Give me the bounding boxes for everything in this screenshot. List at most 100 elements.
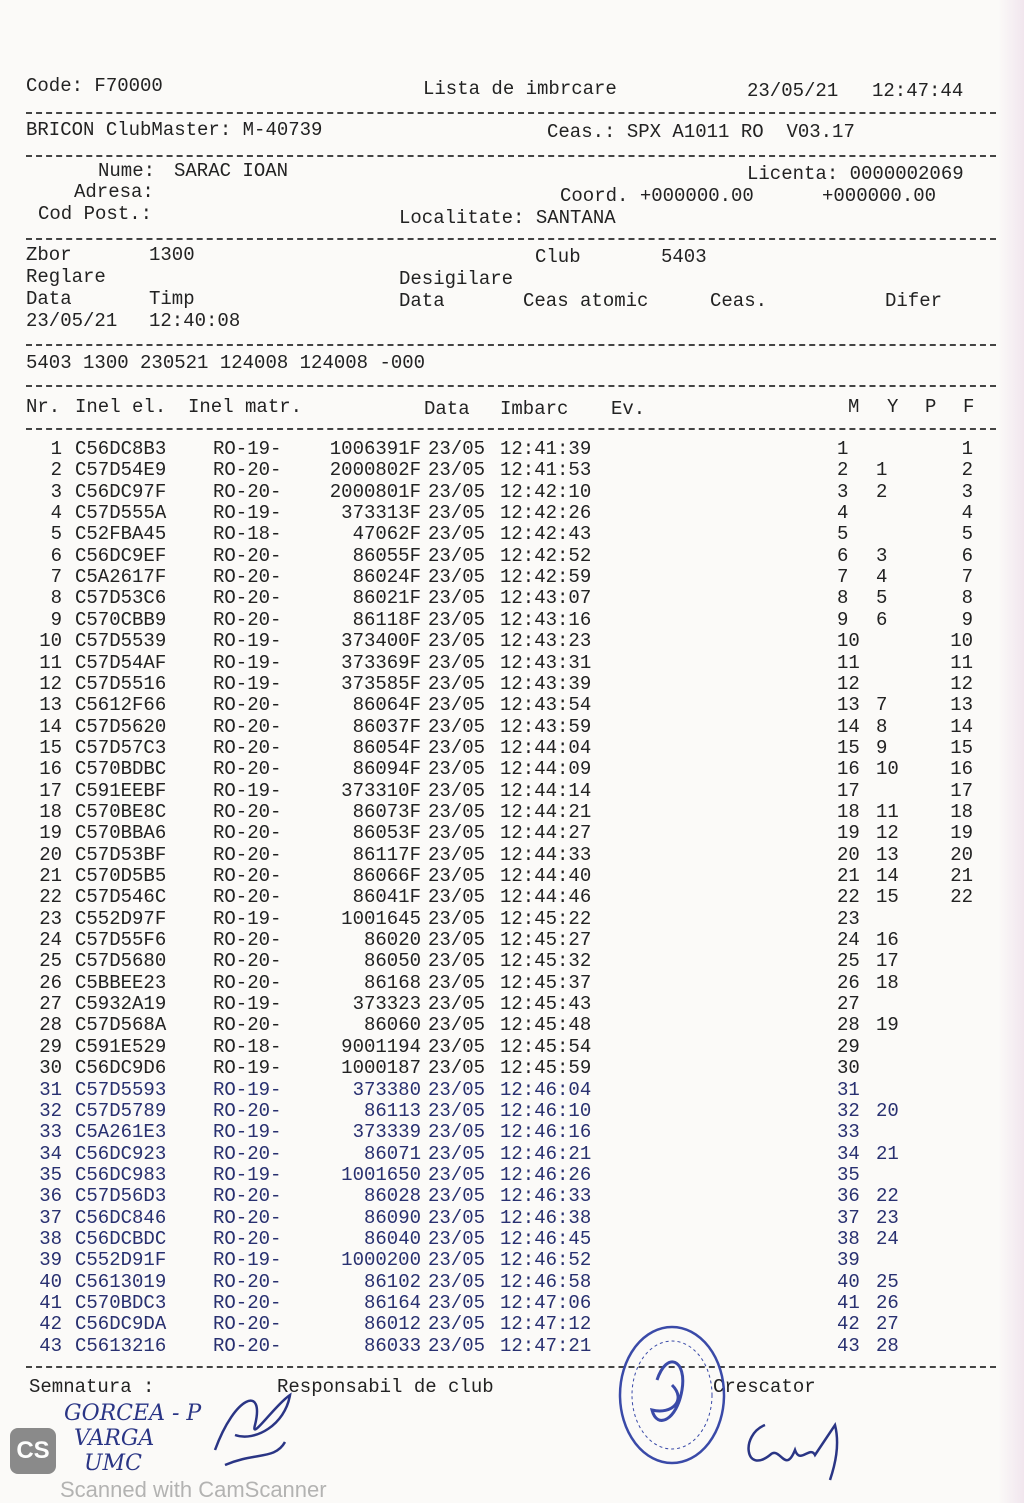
data: 23/05 [428, 971, 486, 994]
imbarc: 12:43:23 [500, 630, 592, 653]
imbarc: 12:47:12 [500, 1313, 592, 1336]
inel-matr: 86113 [363, 1099, 421, 1122]
data: 23/05 [428, 630, 486, 653]
row-nr: 20 [39, 843, 62, 866]
y-value: 24 [876, 1227, 899, 1250]
table-row: 18 C570BE8C RO-20- 86073F 23/05 12:44:21 18 11 1… [0, 800, 1024, 823]
m-value: 24 [837, 929, 860, 952]
row-nr: 34 [39, 1142, 62, 1165]
y-value: 11 [876, 800, 899, 823]
divider [26, 428, 996, 430]
inel-matr-prefix: RO-20- [213, 950, 282, 973]
table-row: 25 C57D5680 RO-20- 86050 23/05 12:45:32 25 17 [0, 951, 1024, 972]
data: 23/05 [428, 907, 486, 930]
f-value: 11 [950, 651, 973, 674]
data-label: Data [26, 288, 72, 310]
row-nr: 41 [39, 1292, 62, 1314]
inel-matr: 86040 [363, 1227, 421, 1250]
data: 23/05 [428, 1249, 486, 1272]
inel-matr: 86060 [363, 1014, 421, 1037]
table-row: 23 C552D97F RO-19- 1001645 23/05 12:45:22 23 [0, 907, 1024, 930]
row-nr: 35 [39, 1163, 62, 1186]
inel-matr-prefix: RO-20- [213, 694, 282, 717]
club-stamp [618, 1325, 726, 1465]
inel-el: C5932A19 [75, 993, 167, 1016]
inel-el: C56DCBDC [75, 1227, 167, 1250]
inel-matr-prefix: RO-19- [213, 438, 282, 460]
m-value: 11 [837, 651, 860, 674]
row-nr: 29 [39, 1035, 62, 1058]
row-nr: 5 [50, 523, 62, 546]
imbarc: 12:44:40 [500, 865, 592, 887]
data: 23/05 [428, 800, 486, 823]
row-nr: 17 [39, 779, 62, 802]
data2-label: Data [399, 290, 445, 312]
row-nr: 6 [50, 544, 62, 567]
m-value: 4 [837, 502, 849, 525]
table-row: 28 C57D568A RO-20- 86060 23/05 12:45:48 28 19 [0, 1015, 1024, 1036]
inel-matr-prefix: RO-19- [213, 907, 282, 930]
m-value: 19 [837, 822, 860, 845]
inel-matr-prefix: RO-20- [213, 1334, 282, 1357]
f-value: 18 [950, 800, 973, 823]
ceas-info: Ceas.: SPX A1011 RO V03.17 [547, 121, 855, 143]
table-row: 9 C570CBB9 RO-20- 86118F 23/05 12:43:16 9 6 9 [0, 609, 1024, 631]
inel-matr: 373310F [341, 779, 421, 802]
divider [26, 238, 996, 240]
m-value: 40 [837, 1270, 860, 1293]
inel-el: C5612F66 [75, 694, 167, 717]
inel-matr-prefix: RO-19- [213, 502, 282, 525]
y-value: 20 [876, 1099, 899, 1122]
data: 23/05 [428, 1292, 486, 1314]
inel-matr-prefix: RO-20- [213, 843, 282, 866]
data: 23/05 [428, 950, 486, 973]
inel-matr: 86050 [363, 950, 421, 973]
f-value: 13 [950, 694, 973, 717]
inel-matr: 86012 [363, 1313, 421, 1336]
inel-matr: 9001194 [341, 1035, 421, 1058]
y-value: 23 [876, 1206, 899, 1229]
table-row: 7 C5A2617F RO-20- 86024F 23/05 12:42:59 7 4 7 [0, 567, 1024, 588]
inel-matr: 86066F [352, 865, 421, 887]
inel-matr-prefix: RO-20- [213, 758, 282, 781]
imbarc: 12:44:33 [500, 843, 592, 866]
inel-matr: 373400F [341, 630, 421, 653]
y-value: 25 [876, 1270, 899, 1293]
inel-el: C570BE8C [75, 800, 167, 823]
col-m: M [848, 396, 860, 418]
inel-matr-prefix: RO-20- [213, 800, 282, 823]
m-value: 28 [837, 1014, 860, 1037]
data: 23/05 [428, 438, 486, 460]
divider [26, 112, 996, 114]
inel-matr-prefix: RO-20- [213, 886, 282, 909]
inel-el: C57D54E9 [75, 459, 167, 482]
imbarc: 12:45:27 [500, 929, 592, 952]
inel-el: C57D54AF [75, 651, 167, 674]
zbor-label: Zbor [26, 244, 72, 266]
inel-matr: 86090 [363, 1206, 421, 1229]
table-row: 12 C57D5516 RO-19- 373585F 23/05 12:43:39 12 12 [0, 673, 1024, 695]
inel-matr: 1000200 [341, 1249, 421, 1272]
difer-label: Difer [885, 290, 943, 312]
row-nr: 22 [39, 886, 62, 909]
clubmaster: BRICON ClubMaster: M-40739 [26, 119, 323, 141]
imbarc: 12:45:59 [500, 1057, 592, 1080]
inel-el: C57D53BF [75, 843, 167, 866]
m-value: 29 [837, 1035, 860, 1058]
row-nr: 43 [39, 1334, 62, 1357]
table-row: 3 C56DC97F RO-20- 2000801F 23/05 12:42:10 3 2 3 [0, 481, 1024, 503]
nume-label: Nume: [98, 160, 156, 182]
y-value: 27 [876, 1313, 899, 1336]
data: 23/05 [428, 1313, 486, 1336]
imbarc: 12:43:54 [500, 694, 592, 717]
f-value: 7 [961, 566, 973, 589]
inel-matr: 86102 [363, 1270, 421, 1293]
imbarc: 12:46:26 [500, 1163, 592, 1186]
m-value: 6 [837, 544, 849, 567]
inel-el: C56DC8B3 [75, 438, 167, 460]
imbarc: 12:42:26 [500, 502, 592, 525]
m-value: 21 [837, 865, 860, 887]
f-value: 15 [950, 736, 973, 759]
inel-matr: 86037F [352, 715, 421, 738]
divider [26, 1366, 996, 1368]
